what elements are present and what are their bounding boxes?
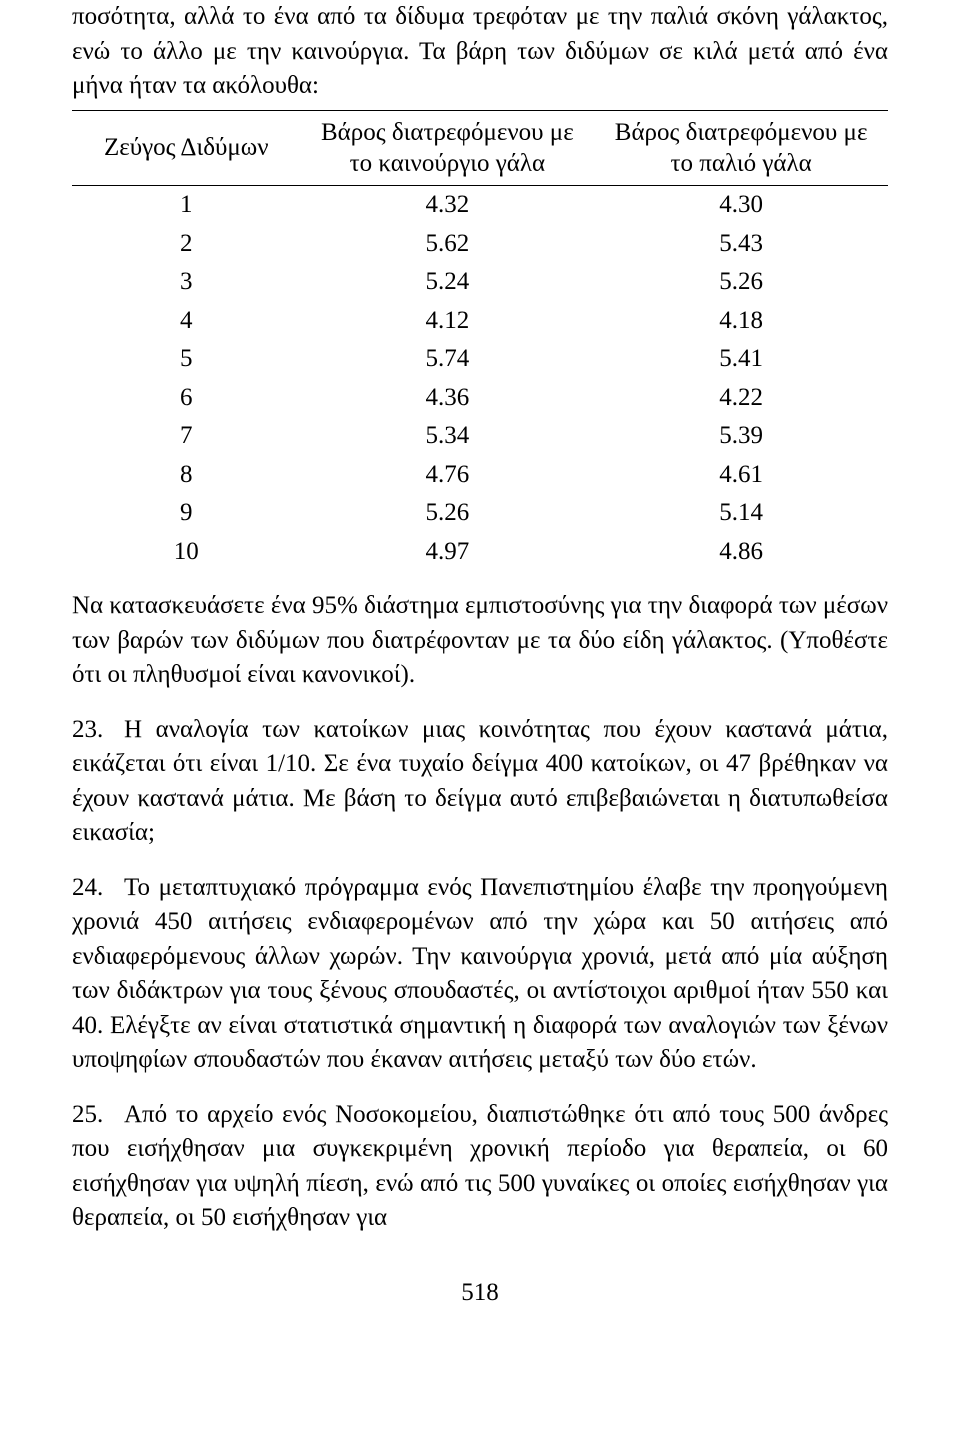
table-row: 3 5.24 5.26: [72, 263, 888, 302]
cell-old: 5.26: [594, 263, 888, 302]
cell-pair: 7: [72, 417, 300, 456]
twins-weight-table: Ζεύγος Διδύμων Βάρος διατρεφόμενου με το…: [72, 110, 888, 576]
cell-new: 5.26: [300, 494, 594, 533]
cell-old: 5.14: [594, 494, 888, 533]
cell-old: 4.30: [594, 186, 888, 225]
table-row: 9 5.26 5.14: [72, 494, 888, 533]
cell-old: 4.61: [594, 456, 888, 495]
cell-pair: 6: [72, 379, 300, 418]
table-row: 7 5.34 5.39: [72, 417, 888, 456]
cell-new: 5.34: [300, 417, 594, 456]
cell-pair: 3: [72, 263, 300, 302]
question-text: Η αναλογία των κατοίκων μιας κοινότητας …: [72, 716, 888, 847]
cell-new: 4.32: [300, 186, 594, 225]
table-row: 1 4.32 4.30: [72, 186, 888, 225]
cell-pair: 9: [72, 494, 300, 533]
question-number: 23.: [72, 713, 124, 748]
col-header-old-milk: Βάρος διατρεφόμενου με το παλιό γάλα: [594, 110, 888, 186]
cell-pair: 1: [72, 186, 300, 225]
question-25: 25.Από το αρχείο ενός Νοσοκομείου, διαπι…: [72, 1098, 888, 1236]
table-row: 10 4.97 4.86: [72, 533, 888, 576]
cell-old: 5.39: [594, 417, 888, 456]
table-row: 8 4.76 4.61: [72, 456, 888, 495]
table-header-row: Ζεύγος Διδύμων Βάρος διατρεφόμενου με το…: [72, 110, 888, 186]
cell-pair: 4: [72, 302, 300, 341]
cell-new: 4.36: [300, 379, 594, 418]
page-number: 518: [72, 1276, 888, 1311]
question-23: 23.Η αναλογία των κατοίκων μιας κοινότητ…: [72, 713, 888, 851]
cell-new: 5.24: [300, 263, 594, 302]
cell-pair: 2: [72, 225, 300, 264]
question-text: Το μεταπτυχιακό πρόγραμμα ενός Πανεπιστη…: [72, 874, 888, 1074]
cell-pair: 8: [72, 456, 300, 495]
col-header-new-milk: Βάρος διατρεφόμενου με το καινούργιο γάλ…: [300, 110, 594, 186]
cell-new: 5.74: [300, 340, 594, 379]
after-table-paragraph: Να κατασκευάσετε ένα 95% διάστημα εμπιστ…: [72, 589, 888, 693]
cell-old: 4.18: [594, 302, 888, 341]
table-row: 4 4.12 4.18: [72, 302, 888, 341]
table-row: 2 5.62 5.43: [72, 225, 888, 264]
col-header-pair: Ζεύγος Διδύμων: [72, 110, 300, 186]
table-row: 6 4.36 4.22: [72, 379, 888, 418]
intro-paragraph: ποσότητα, αλλά το ένα από τα δίδυμα τρεφ…: [72, 0, 888, 104]
cell-new: 4.12: [300, 302, 594, 341]
cell-old: 4.86: [594, 533, 888, 576]
table-row: 5 5.74 5.41: [72, 340, 888, 379]
cell-old: 5.43: [594, 225, 888, 264]
cell-new: 5.62: [300, 225, 594, 264]
question-number: 25.: [72, 1098, 124, 1133]
cell-old: 4.22: [594, 379, 888, 418]
question-number: 24.: [72, 871, 124, 906]
cell-new: 4.76: [300, 456, 594, 495]
cell-new: 4.97: [300, 533, 594, 576]
cell-old: 5.41: [594, 340, 888, 379]
question-text: Από το αρχείο ενός Νοσοκομείου, διαπιστώ…: [72, 1101, 888, 1232]
question-24: 24.Το μεταπτυχιακό πρόγραμμα ενός Πανεπι…: [72, 871, 888, 1078]
cell-pair: 5: [72, 340, 300, 379]
cell-pair: 10: [72, 533, 300, 576]
